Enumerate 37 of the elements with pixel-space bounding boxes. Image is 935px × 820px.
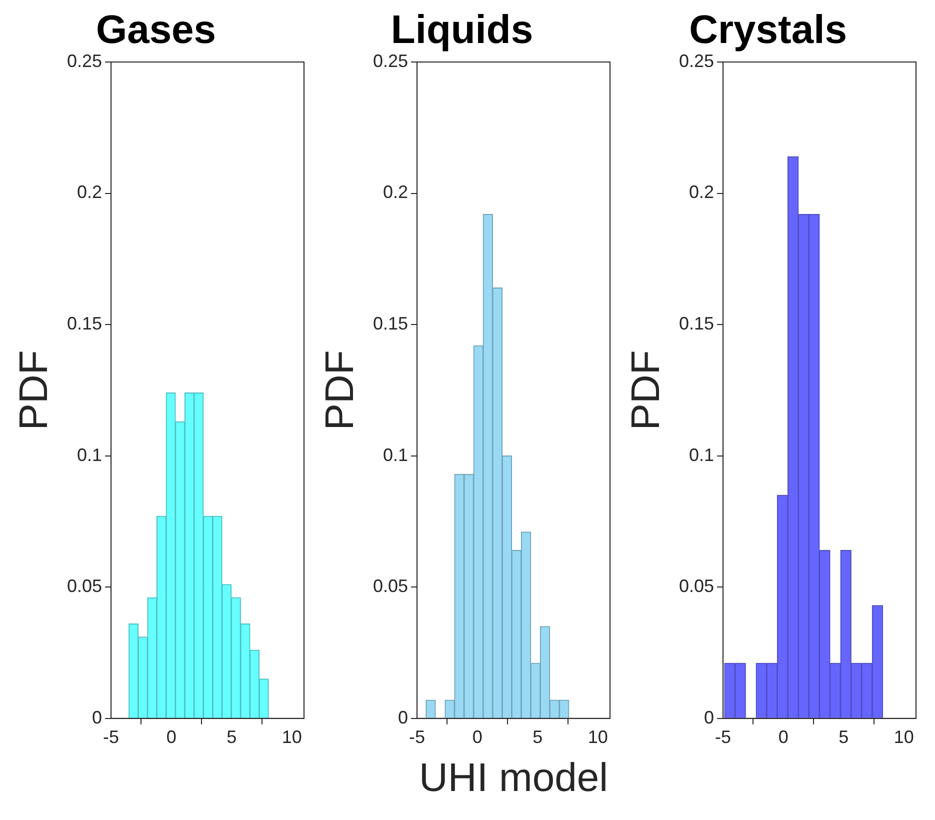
y-tick-label: 0 [398,707,408,728]
x-tick-label: 0 [472,727,482,748]
y-tick-label: 0 [92,707,102,728]
x-tick-label: 0 [778,727,788,748]
y-tick-label: 0.1 [77,444,102,465]
y-tick-label: 0.2 [689,182,714,202]
y-tick-label: 0.05 [678,576,714,596]
y-tick-label: 0.15 [66,314,102,334]
y-axis-title: PDF [318,350,362,430]
x-tick-label: 5 [532,727,543,748]
y-tick-label: 0.05 [66,576,102,596]
y-tick-label: 0.15 [678,314,714,334]
y-tick-label: 0.25 [66,50,102,71]
chart-title: Crystals [689,8,847,52]
y-tick-label: 0.05 [372,576,408,596]
y-axis-title: PDF [12,350,56,430]
chart-title: Gases [96,8,216,52]
y-axis-title: PDF [624,350,668,430]
x-tick-label: -5 [715,727,732,748]
x-tick-label: -5 [103,727,120,748]
x-tick-label: 5 [226,727,237,748]
y-tick-label: 0.1 [689,444,714,465]
x-tick-label: 0 [166,727,176,748]
y-tick-label: 0.25 [678,50,714,71]
y-tick-label: 0.15 [372,314,408,334]
x-axis-title: UHI model [419,756,608,800]
x-tick-label: -5 [409,727,426,748]
y-tick-label: 0 [704,707,714,728]
y-tick-label: 0.2 [77,182,102,202]
x-tick-label: 10 [894,727,914,748]
x-tick-label: 5 [838,727,849,748]
y-tick-label: 0.1 [383,444,408,465]
x-tick-label: 10 [282,727,302,748]
y-tick-label: 0.25 [372,50,408,71]
x-tick-label: 10 [588,727,608,748]
chart-title: Liquids [390,8,534,52]
y-tick-label: 0.2 [383,182,408,202]
